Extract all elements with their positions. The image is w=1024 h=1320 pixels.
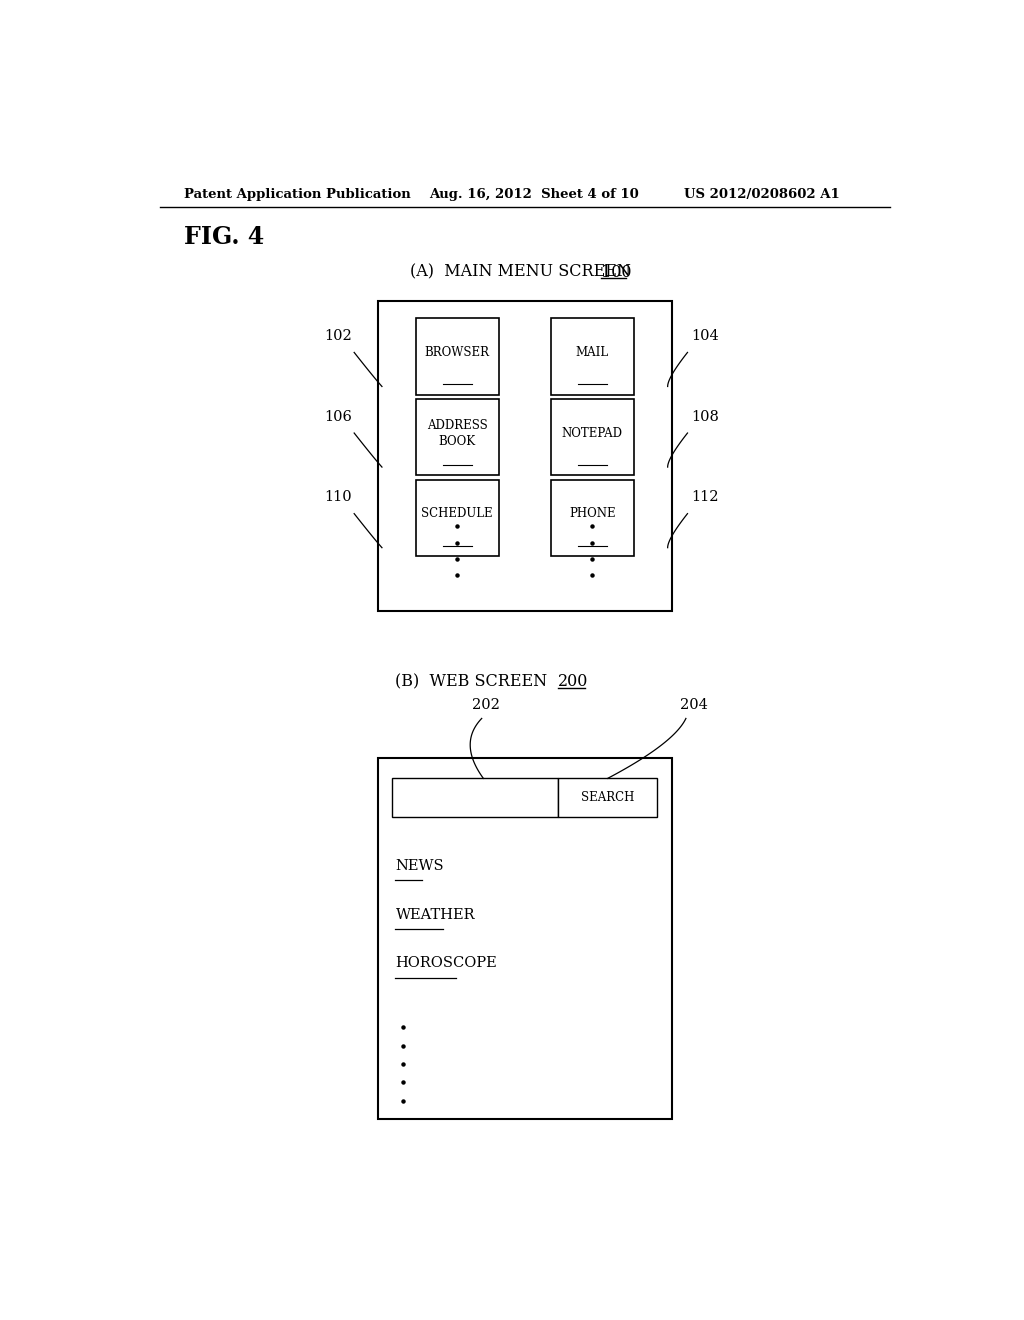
- Bar: [551, 479, 634, 556]
- Text: NOTEPAD: NOTEPAD: [562, 426, 623, 440]
- Text: SCHEDULE: SCHEDULE: [422, 507, 494, 520]
- Text: ADDRESS
BOOK: ADDRESS BOOK: [427, 418, 487, 447]
- Text: BROWSER: BROWSER: [425, 346, 489, 359]
- Bar: [558, 779, 657, 817]
- Text: (A)  MAIN MENU SCREEN: (A) MAIN MENU SCREEN: [410, 264, 631, 281]
- Text: HOROSCOPE: HOROSCOPE: [395, 957, 498, 970]
- Text: FIG. 4: FIG. 4: [183, 224, 264, 248]
- Text: 112: 112: [691, 490, 719, 504]
- Bar: [378, 758, 672, 1119]
- Text: WEATHER: WEATHER: [395, 908, 475, 921]
- Bar: [416, 318, 499, 395]
- Text: 108: 108: [691, 409, 719, 424]
- Bar: [551, 399, 634, 475]
- Text: MAIL: MAIL: [575, 346, 609, 359]
- Bar: [416, 399, 499, 475]
- Text: Aug. 16, 2012  Sheet 4 of 10: Aug. 16, 2012 Sheet 4 of 10: [430, 189, 639, 202]
- Text: (B)  WEB SCREEN: (B) WEB SCREEN: [394, 673, 547, 690]
- Text: 202: 202: [472, 698, 500, 713]
- Bar: [378, 301, 672, 611]
- Bar: [551, 318, 634, 395]
- Text: 104: 104: [691, 329, 719, 343]
- Text: US 2012/0208602 A1: US 2012/0208602 A1: [684, 189, 840, 202]
- Bar: [392, 779, 558, 817]
- Text: PHONE: PHONE: [569, 507, 615, 520]
- Text: 100: 100: [601, 264, 632, 281]
- Text: 110: 110: [324, 490, 351, 504]
- Text: 204: 204: [680, 698, 708, 713]
- Text: Patent Application Publication: Patent Application Publication: [183, 189, 411, 202]
- Text: 106: 106: [324, 409, 352, 424]
- Text: 200: 200: [558, 673, 589, 690]
- Bar: [416, 479, 499, 556]
- Text: NEWS: NEWS: [395, 859, 444, 873]
- Text: SEARCH: SEARCH: [581, 791, 634, 804]
- Text: 102: 102: [324, 329, 352, 343]
